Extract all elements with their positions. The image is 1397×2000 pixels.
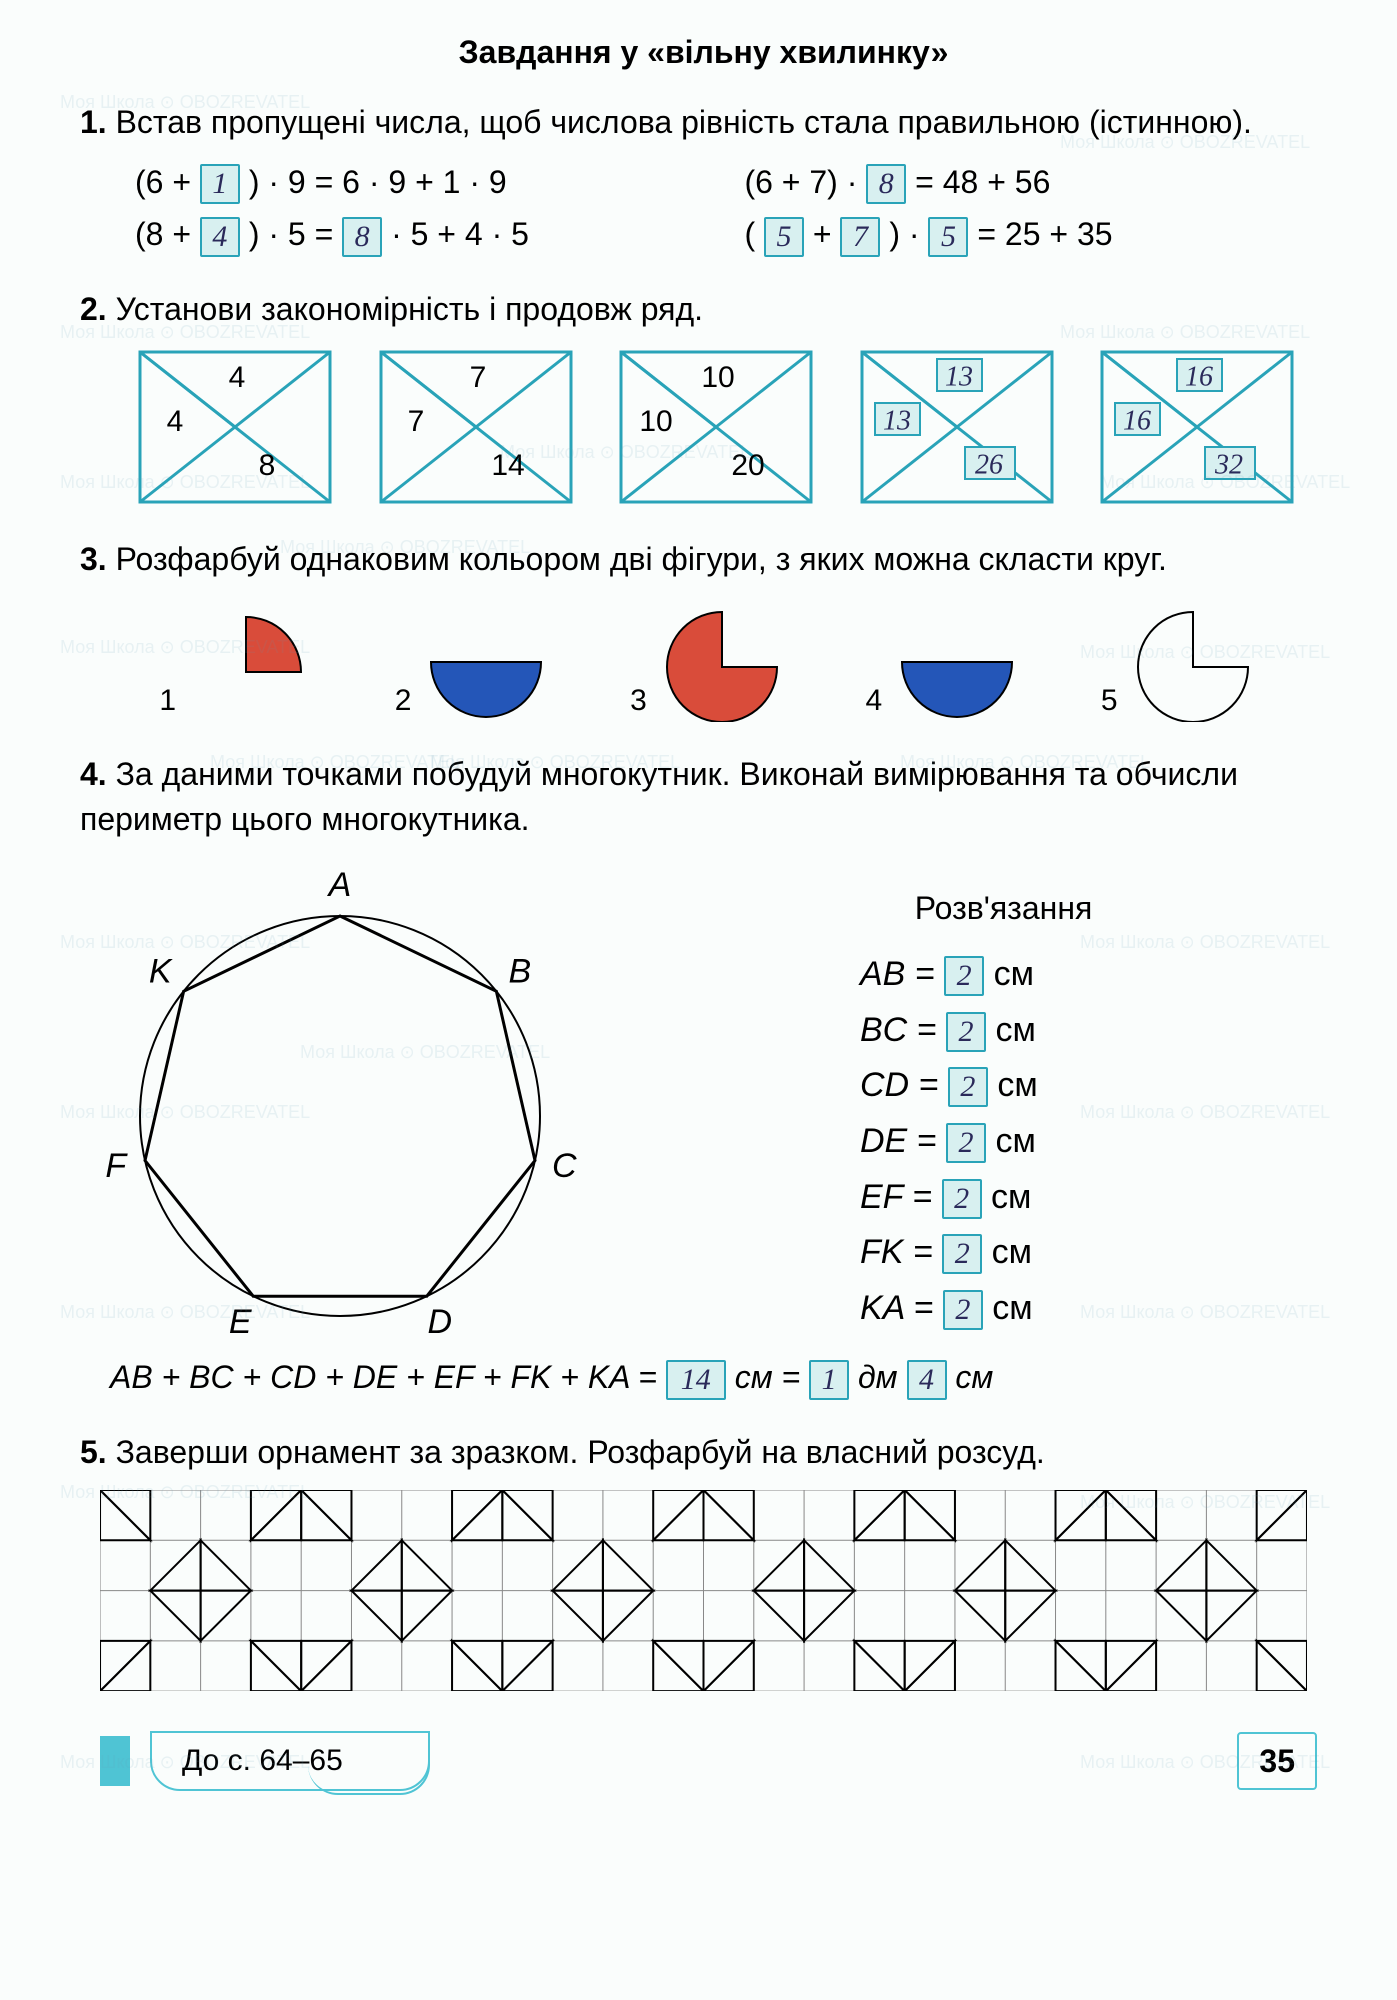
answer-box[interactable]: 2 (944, 956, 984, 996)
task-number: 4. (80, 756, 107, 792)
svg-text:K: K (149, 953, 173, 991)
task-number: 5. (80, 1434, 107, 1470)
circle-fragment-icon (1128, 602, 1258, 722)
answer-box[interactable]: 5 (764, 217, 804, 257)
perimeter-expression: AB + BC + CD + DE + EF + FK + KA = 14 см… (110, 1355, 1327, 1400)
ornament-grid (100, 1490, 1307, 1691)
svg-text:7: 7 (469, 361, 486, 394)
segment-measure: EF = 2 см (860, 1174, 1327, 1222)
solution-title: Розв'язання (680, 886, 1327, 931)
svg-text:16: 16 (1123, 405, 1151, 436)
segment-measure: KA = 2 см (860, 1285, 1327, 1333)
svg-text:7: 7 (407, 405, 424, 438)
task-text: Встав пропущені числа, щоб числова рівні… (116, 104, 1252, 140)
answer-box[interactable]: 4 (200, 217, 240, 257)
task-number: 2. (80, 291, 107, 327)
task-number: 3. (80, 541, 107, 577)
task-text: Розфарбуй однаковим кольором дві фігури,… (116, 541, 1167, 577)
svg-text:8: 8 (259, 449, 276, 482)
book-reference-icon: До с. 64–65 (150, 1731, 430, 1791)
svg-text:10: 10 (639, 405, 672, 438)
segment-measure: AB = 2 см (860, 951, 1327, 999)
svg-text:A: A (327, 866, 352, 904)
worksheet-page: Завдання у «вільну хвилинку» 1. Встав пр… (0, 0, 1397, 2000)
pattern-square: 13 13 26 (857, 347, 1057, 507)
circle-fragment-icon (657, 602, 787, 722)
answer-box[interactable]: 8 (342, 217, 382, 257)
shape-item: 4 (866, 602, 1023, 722)
task-3: 3. Розфарбуй однаковим кольором дві фігу… (80, 537, 1327, 722)
answer-box[interactable]: 2 (946, 1012, 986, 1052)
svg-text:32: 32 (1214, 449, 1243, 480)
shape-item: 3 (630, 602, 787, 722)
heptagon-diagram: A B C D E F K (80, 856, 600, 1336)
svg-text:16: 16 (1185, 361, 1213, 392)
svg-text:10: 10 (701, 361, 734, 394)
equation: ( 5 + 7 ) · 5 = 25 + 35 (744, 212, 1307, 257)
circle-fragment-icon (892, 602, 1022, 722)
svg-text:C: C (552, 1148, 577, 1186)
page-title: Завдання у «вільну хвилинку» (80, 30, 1327, 75)
task-number: 1. (80, 104, 107, 140)
answer-box[interactable]: 8 (866, 164, 906, 204)
shape-number: 1 (159, 680, 176, 722)
svg-text:26: 26 (975, 449, 1003, 480)
measurements: Розв'язання AB = 2 см BC = 2 см CD = 2 см D… (680, 856, 1327, 1340)
equation: (8 + 4 ) · 5 = 8 · 5 + 4 · 5 (135, 212, 698, 257)
task-1: 1. Встав пропущені числа, щоб числова рі… (80, 100, 1327, 257)
task-text: Установи закономірність і продовж ряд. (116, 291, 703, 327)
answer-box[interactable]: 2 (942, 1179, 982, 1219)
circle-fragment-icon (186, 602, 316, 722)
answer-box[interactable]: 2 (946, 1123, 986, 1163)
page-reference: До с. 64–65 (182, 1740, 343, 1782)
svg-text:F: F (105, 1148, 128, 1186)
answer-box[interactable]: 2 (948, 1067, 988, 1107)
shape-number: 3 (630, 680, 647, 722)
pattern-row: 4 4 8 7 7 14 10 10 20 13 13 26 (135, 347, 1297, 507)
shape-item: 5 (1101, 602, 1258, 722)
segment-measure: FK = 2 см (860, 1229, 1327, 1277)
segment-measure: DE = 2 см (860, 1118, 1327, 1166)
shape-item: 2 (395, 602, 552, 722)
svg-text:20: 20 (731, 449, 764, 482)
page-number: 35 (1237, 1732, 1317, 1791)
answer-box[interactable]: 14 (666, 1360, 726, 1400)
task-4: 4. За даними точками побудуй многокутник… (80, 752, 1327, 1400)
pattern-square: 4 4 8 (135, 347, 335, 507)
answer-box[interactable]: 1 (200, 164, 240, 204)
svg-text:E: E (229, 1304, 252, 1337)
pattern-square: 7 7 14 (376, 347, 576, 507)
shape-number: 5 (1101, 680, 1118, 722)
svg-text:B: B (508, 953, 531, 991)
equation: (6 + 7) · 8 = 48 + 56 (744, 160, 1307, 205)
answer-box[interactable]: 2 (943, 1290, 983, 1330)
answer-box[interactable]: 1 (809, 1360, 849, 1400)
pattern-square: 10 10 20 (616, 347, 816, 507)
shapes-row: 1 2 3 4 5 (120, 602, 1297, 722)
shape-number: 4 (866, 680, 883, 722)
segment-measure: CD = 2 см (860, 1062, 1327, 1110)
svg-text:14: 14 (491, 449, 524, 482)
task-text: Заверши орнамент за зразком. Розфарбуй н… (116, 1434, 1045, 1470)
task-text: За даними точками побудуй многокутник. В… (80, 756, 1238, 837)
answer-box[interactable]: 2 (942, 1234, 982, 1274)
svg-text:4: 4 (167, 405, 184, 438)
svg-text:D: D (428, 1304, 453, 1337)
shape-number: 2 (395, 680, 412, 722)
pattern-square: 16 16 32 (1097, 347, 1297, 507)
svg-text:4: 4 (229, 361, 246, 394)
circle-fragment-icon (421, 602, 551, 722)
page-footer: До с. 64–65 35 (80, 1731, 1327, 1791)
segment-measure: BC = 2 см (860, 1007, 1327, 1055)
answer-box[interactable]: 5 (928, 217, 968, 257)
equation: (6 + 1 ) · 9 = 6 · 9 + 1 · 9 (135, 160, 698, 205)
answer-box[interactable]: 4 (907, 1360, 947, 1400)
svg-text:13: 13 (945, 361, 973, 392)
shape-item: 1 (159, 602, 316, 722)
task-2: 2. Установи закономірність і продовж ряд… (80, 287, 1327, 507)
footer-accent-bar (100, 1736, 130, 1786)
task-5: 5. Заверши орнамент за зразком. Розфарбу… (80, 1430, 1327, 1691)
svg-text:13: 13 (883, 405, 911, 436)
answer-box[interactable]: 7 (840, 217, 880, 257)
